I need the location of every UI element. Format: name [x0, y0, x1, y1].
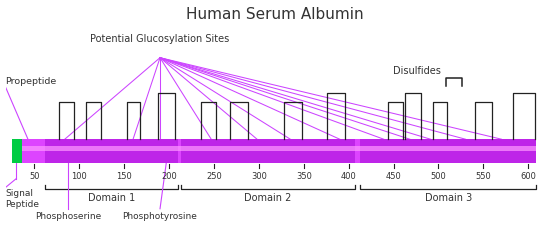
Bar: [45, 140, 178, 163]
Text: 150: 150: [116, 171, 132, 180]
Text: 500: 500: [431, 171, 447, 180]
Text: Domain 2: Domain 2: [244, 192, 292, 202]
Bar: [21, 146, 536, 151]
Text: 200: 200: [161, 171, 177, 180]
Text: 400: 400: [341, 171, 356, 180]
Text: 250: 250: [206, 171, 222, 180]
Text: Phosphoserine: Phosphoserine: [35, 211, 102, 220]
Bar: [21, 140, 536, 163]
Text: 100: 100: [72, 171, 87, 180]
Text: 550: 550: [476, 171, 491, 180]
Text: Potential Glucosylation Sites: Potential Glucosylation Sites: [90, 33, 230, 43]
Text: Disulfides: Disulfides: [393, 66, 441, 76]
Title: Human Serum Albumin: Human Serum Albumin: [186, 7, 364, 22]
Text: 600: 600: [520, 171, 536, 180]
Bar: [360, 140, 536, 163]
Text: Phosphotyrosine: Phosphotyrosine: [123, 211, 197, 220]
Bar: [180, 140, 355, 163]
Text: Domain 3: Domain 3: [425, 192, 472, 202]
Text: Domain 1: Domain 1: [88, 192, 135, 202]
Bar: [12, 140, 21, 163]
Text: 300: 300: [251, 171, 267, 180]
Text: 350: 350: [296, 171, 312, 180]
Text: Signal
Peptide: Signal Peptide: [6, 188, 40, 208]
Text: 450: 450: [386, 171, 401, 180]
Text: 50: 50: [29, 171, 40, 180]
Text: Propeptide: Propeptide: [6, 77, 57, 86]
